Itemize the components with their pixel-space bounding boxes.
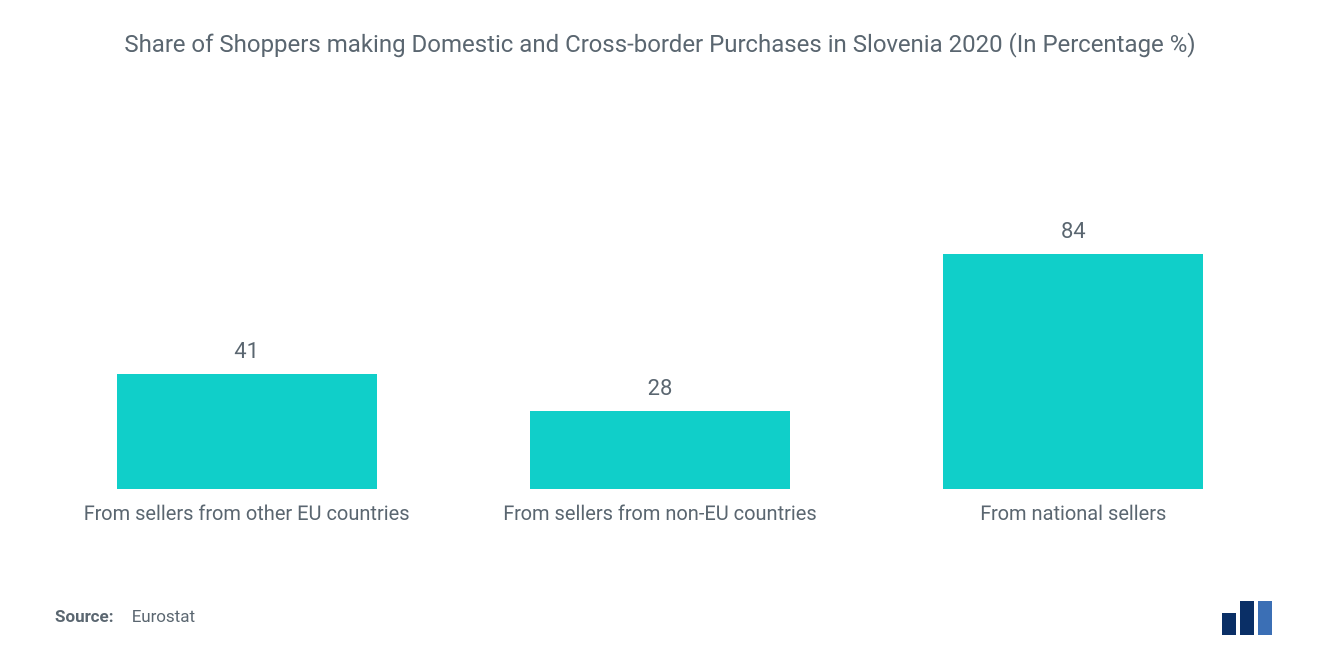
chart-plot-area: 41 From sellers from other EU countries 28… (40, 150, 1280, 525)
chart-source: Source: Eurostat (55, 607, 195, 627)
source-label: Source: (55, 607, 113, 627)
bar-category-label: From national sellers (980, 501, 1166, 525)
bar-value-label: 41 (234, 339, 259, 364)
logo-bar-icon (1240, 601, 1254, 635)
chart-container: Share of Shoppers making Domestic and Cr… (0, 0, 1320, 665)
bar-group: 84 From national sellers (867, 219, 1280, 525)
bar-value-label: 28 (648, 376, 673, 401)
source-value: Eurostat (132, 607, 195, 627)
bar-group: 41 From sellers from other EU countries (40, 339, 453, 525)
bar-category-label: From sellers from other EU countries (84, 501, 410, 525)
bar-rect (530, 411, 790, 489)
bar-rect (943, 254, 1203, 489)
bar-group: 28 From sellers from non-EU countries (454, 376, 867, 525)
logo-bar-icon (1258, 601, 1272, 635)
bar-rect (117, 374, 377, 489)
bar-category-label: From sellers from non-EU countries (503, 501, 816, 525)
chart-title: Share of Shoppers making Domestic and Cr… (0, 0, 1320, 60)
brand-logo (1222, 601, 1272, 635)
logo-bar-icon (1222, 613, 1236, 635)
bar-value-label: 84 (1061, 219, 1086, 244)
